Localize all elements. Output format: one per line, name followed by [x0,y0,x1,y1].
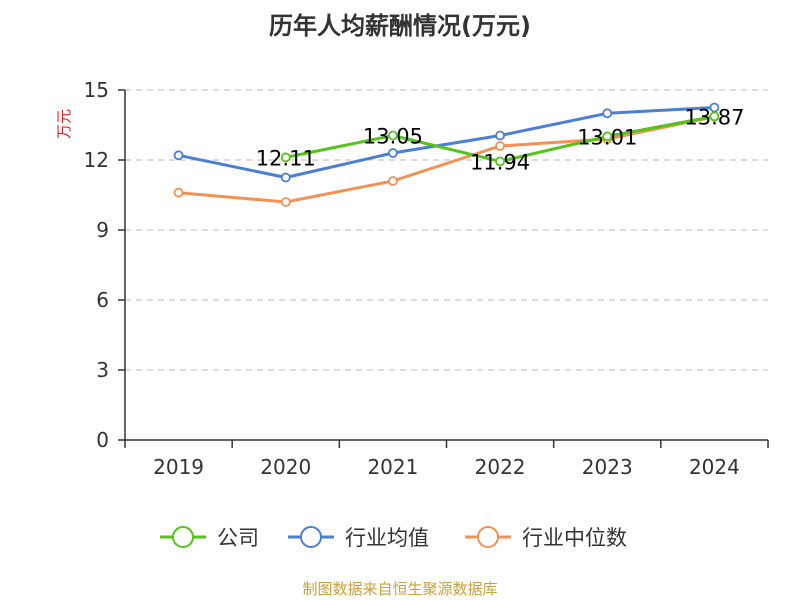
legend-item-1[interactable]: 行业均值 [288,526,429,550]
grid-lines [125,89,768,371]
data-label-2021: 13.05 [363,125,423,149]
data-label-2024: 13.87 [684,105,744,129]
data-labels: 12.11 13.05 11.94 13.01 13.87 [256,105,745,174]
series-1-point-2019 [173,150,184,161]
legend-label-2: 行业中位数 [522,526,627,550]
series-2-point-2022 [495,141,505,151]
y-tick-label-3: 3 [96,358,109,382]
y-tick-label-0: 0 [96,428,109,452]
legend-swatch-marker-0 [172,526,194,548]
x-tick-label-2021: 2021 [367,455,418,479]
data-label-2022: 11.94 [470,150,530,174]
x-tick-label-2020: 2020 [260,455,311,479]
series-1-point-2022 [495,130,505,141]
x-tick-label-2023: 2023 [582,455,633,479]
axes: 0 3 6 9 12 15 2019 2020 2021 2022 2023 2024 [84,78,769,479]
legend-label-1: 行业均值 [345,526,429,550]
chart-title: 历年人均薪酬情况(万元) [269,12,531,40]
series-0-point-2021 [388,130,398,141]
legend-label-0: 公司 [217,526,259,550]
series-1-point-2020 [280,172,291,183]
series-0-point-2020 [280,152,291,163]
data-label-2023: 13.01 [577,125,637,149]
legend-swatch-marker-1 [300,526,322,548]
legend[interactable]: 公司 行业均值 行业中位数 [160,526,627,550]
series-line-2 [178,115,715,204]
y-tick-label-12: 12 [84,148,109,172]
y-tick-label-9: 9 [96,218,109,242]
series-0-point-2024 [709,111,720,122]
y-tick-label-15: 15 [84,78,109,102]
series-2-point-2021 [388,176,398,186]
data-label-2020: 12.11 [256,146,316,170]
source-note: 制图数据来自恒生聚源数据库 [302,580,497,598]
series-1-point-2021 [388,148,398,158]
series-2-point-2020 [280,197,291,207]
series-0-point-2023 [602,131,613,142]
x-tick-label-2022: 2022 [475,455,526,479]
x-tick-label-2024: 2024 [689,455,740,479]
y-axis-label: 万元 [55,109,73,139]
legend-swatch-marker-2 [477,526,499,548]
legend-item-2[interactable]: 行业中位数 [465,526,627,550]
legend-item-0[interactable]: 公司 [160,526,259,550]
series-2-point-2019 [173,187,184,198]
series-line-1 [178,106,715,179]
series-0-point-2022 [495,156,505,167]
y-tick-label-6: 6 [96,288,109,312]
series-group [173,102,720,207]
x-tick-label-2019: 2019 [153,455,204,479]
series-1-point-2023 [602,108,613,119]
